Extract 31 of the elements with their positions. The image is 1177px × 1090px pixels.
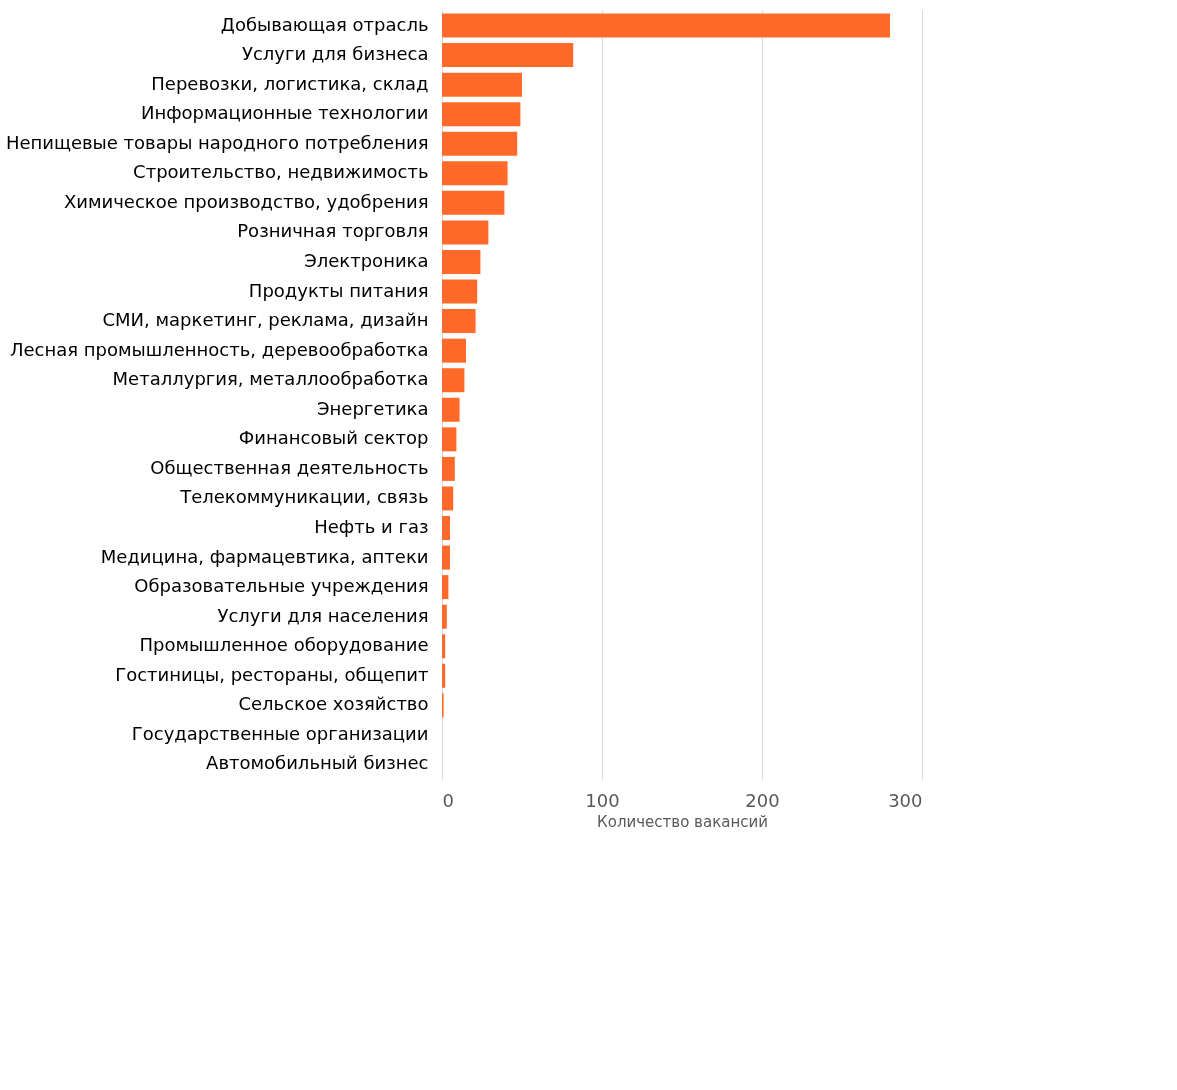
y-tick-label: Услуги для бизнеса <box>241 43 429 65</box>
y-tick-label: Услуги для населения <box>217 604 429 626</box>
y-tick-label: Металлургия, металлообработка <box>112 368 429 390</box>
y-tick-label: Нефть и газ <box>314 516 429 538</box>
y-tick-label: Энергетика <box>317 397 429 419</box>
y-tick-label: Образовательные учреждения <box>134 575 429 597</box>
y-tick-label: Телекоммуникации, связь <box>179 486 429 508</box>
y-tick-label: Государственные организации <box>131 722 429 744</box>
y-tick-label: Общественная деятельность <box>150 456 429 478</box>
y-tick-label: Сельское хозяйство <box>238 693 429 715</box>
y-tick-label: Строительство, недвижимость <box>133 161 429 183</box>
x-tick-label: 200 <box>745 789 780 811</box>
y-tick-label: Продукты питания <box>248 279 429 301</box>
y-tick-label: Лесная промышленность, деревообработка <box>9 338 429 360</box>
y-tick-label: Автомобильный бизнес <box>206 752 429 774</box>
y-tick-label: Промышленное оборудование <box>139 634 429 656</box>
y-tick-label: СМИ, маркетинг, реклама, дизайн <box>102 309 429 331</box>
x-tick-label: 300 <box>888 789 923 811</box>
y-tick-label: Гостиницы, рестораны, общепит <box>115 663 429 685</box>
y-tick-label: Финансовый сектор <box>238 427 429 449</box>
x-tick-label: 0 <box>442 789 454 811</box>
y-tick-label: Перевозки, логистика, склад <box>151 72 429 94</box>
y-tick-label: Электроника <box>304 249 429 271</box>
y-tick-label: Розничная торговля <box>237 220 429 242</box>
y-tick-label: Добывающая отрасль <box>220 13 429 35</box>
y-tick-label: Медицина, фармацевтика, аптеки <box>100 545 429 567</box>
x-axis-title: Количество вакансий <box>597 812 768 831</box>
y-tick-label: Химическое производство, удобрения <box>63 190 429 212</box>
y-tick-label: Непищевые товары народного потребления <box>5 131 429 153</box>
x-tick-label: 100 <box>585 789 620 811</box>
y-tick-label: Информационные технологии <box>140 102 429 124</box>
